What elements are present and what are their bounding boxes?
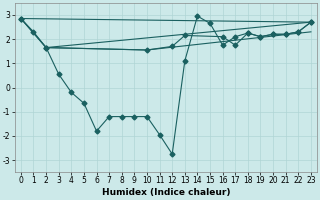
X-axis label: Humidex (Indice chaleur): Humidex (Indice chaleur)	[102, 188, 230, 197]
